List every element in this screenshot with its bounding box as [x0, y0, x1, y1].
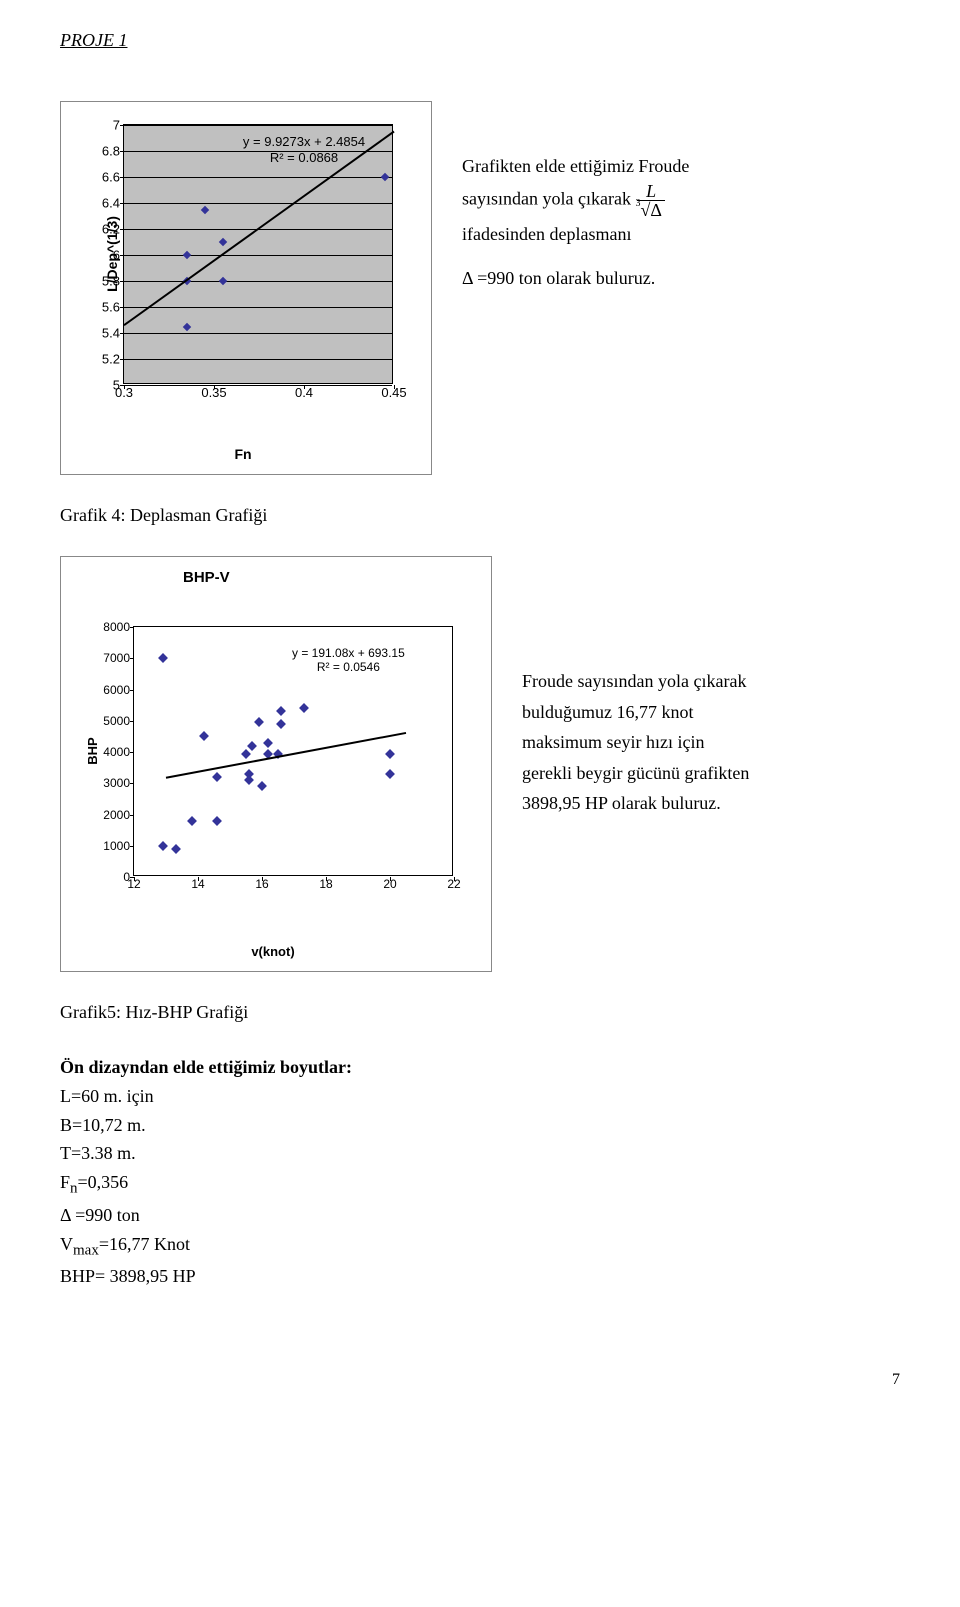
chart1-xtick	[214, 385, 215, 389]
sidetext1-line2a: sayısından yola çıkarak	[462, 188, 635, 208]
chart1-ytick	[120, 385, 124, 386]
frac-delta: Δ	[650, 200, 662, 220]
bottom-l7: BHP= 3898,95 HP	[60, 1262, 900, 1291]
chart1-equation-line2: R² = 0.0868	[243, 150, 365, 166]
bottom-l6-b: =16,77 Knot	[99, 1234, 190, 1254]
chart2-title: BHP-V	[73, 569, 473, 586]
bottom-l4-sub: n	[70, 1181, 78, 1197]
bottom-l1: L=60 m. için	[60, 1082, 900, 1111]
bottom-dimensions: Ön dizayndan elde ettiğimiz boyutlar: L=…	[60, 1053, 900, 1291]
sidetext1-line3: ifadesinden deplasmanı	[462, 224, 631, 244]
caption-chart1: Grafik 4: Deplasman Grafiği	[60, 505, 900, 526]
sidetext-chart2: Froude sayısından yola çıkarak bulduğumu…	[522, 556, 900, 819]
chart2-xtick	[262, 877, 263, 881]
row-chart2: BHP-V 0100020003000400050006000700080001…	[60, 556, 900, 972]
bottom-l4: Fn=0,356	[60, 1168, 900, 1201]
sidetext1-line1: Grafikten elde ettiğimiz Froude	[462, 156, 689, 176]
page-header: PROJE 1	[60, 30, 900, 51]
chart2-equation-line2: R² = 0.0546	[292, 660, 405, 674]
chart2-xtick	[326, 877, 327, 881]
chart1-ylabel: L/Dep^(1/3)	[104, 216, 120, 292]
caption-chart2: Grafik5: Hız-BHP Grafiği	[60, 1002, 900, 1023]
bottom-heading: Ön dizayndan elde ettiğimiz boyutlar:	[60, 1053, 900, 1082]
chart1-xlabel: Fn	[73, 446, 413, 462]
chart1-xtick	[124, 385, 125, 389]
frac-den: 3√Δ	[637, 201, 664, 219]
chart1-xtick	[394, 385, 395, 389]
chart1-area: 55.25.45.65.866.26.46.66.870.30.350.40.4…	[73, 114, 413, 424]
sidetext2-l3: maksimum seyir hızı için	[522, 727, 900, 758]
chart2-xtick	[390, 877, 391, 881]
sidetext2-l5: 3898,95 HP olarak buluruz.	[522, 788, 900, 819]
chart2-ylabel: BHP	[85, 737, 100, 764]
chart2-plot: 0100020003000400050006000700080001214161…	[133, 626, 453, 876]
bottom-l4-a: F	[60, 1172, 70, 1192]
chart2-area: 0100020003000400050006000700080001214161…	[73, 592, 473, 922]
chart1-box: 55.25.45.65.866.26.46.66.870.30.350.40.4…	[60, 101, 432, 475]
bottom-l6-a: V	[60, 1234, 73, 1254]
bottom-l5: Δ =990 ton	[60, 1201, 900, 1230]
row-chart1: 55.25.45.65.866.26.46.66.870.30.350.40.4…	[60, 101, 900, 475]
bottom-l4-b: =0,356	[78, 1172, 129, 1192]
fraction-l-over-delta: L 3√Δ	[637, 182, 664, 219]
chart1-xtick	[304, 385, 305, 389]
chart2-xtick	[198, 877, 199, 881]
chart1-equation-line1: y = 9.9273x + 2.4854	[243, 134, 365, 150]
cube-root-degree: 3	[635, 199, 640, 209]
chart2-equation: y = 191.08x + 693.15R² = 0.0546	[292, 646, 405, 675]
bottom-l6: Vmax=16,77 Knot	[60, 1230, 900, 1263]
bottom-l3: T=3.38 m.	[60, 1139, 900, 1168]
chart2-box: BHP-V 0100020003000400050006000700080001…	[60, 556, 492, 972]
bottom-l6-sub: max	[73, 1242, 99, 1258]
sidetext2-l4: gerekli beygir gücünü grafikten	[522, 758, 900, 789]
chart1-plot: 55.25.45.65.866.26.46.66.870.30.350.40.4…	[123, 124, 393, 384]
frac-num: L	[637, 182, 664, 201]
chart2-xtick	[134, 877, 135, 881]
chart2-xtick	[454, 877, 455, 881]
bottom-l2: B=10,72 m.	[60, 1111, 900, 1140]
sidetext2-l1: Froude sayısından yola çıkarak	[522, 666, 900, 697]
sidetext-chart1: Grafikten elde ettiğimiz Froude sayısınd…	[462, 101, 900, 294]
sidetext1-line4: Δ =990 ton olarak buluruz.	[462, 268, 655, 288]
chart2-equation-line1: y = 191.08x + 693.15	[292, 646, 405, 660]
chart1-gridline	[124, 385, 392, 386]
chart1-equation: y = 9.9273x + 2.4854R² = 0.0868	[243, 134, 365, 165]
sidetext2-l2: bulduğumuz 16,77 knot	[522, 697, 900, 728]
chart2-xlabel: v(knot)	[73, 944, 473, 959]
page-number: 7	[60, 1371, 900, 1389]
